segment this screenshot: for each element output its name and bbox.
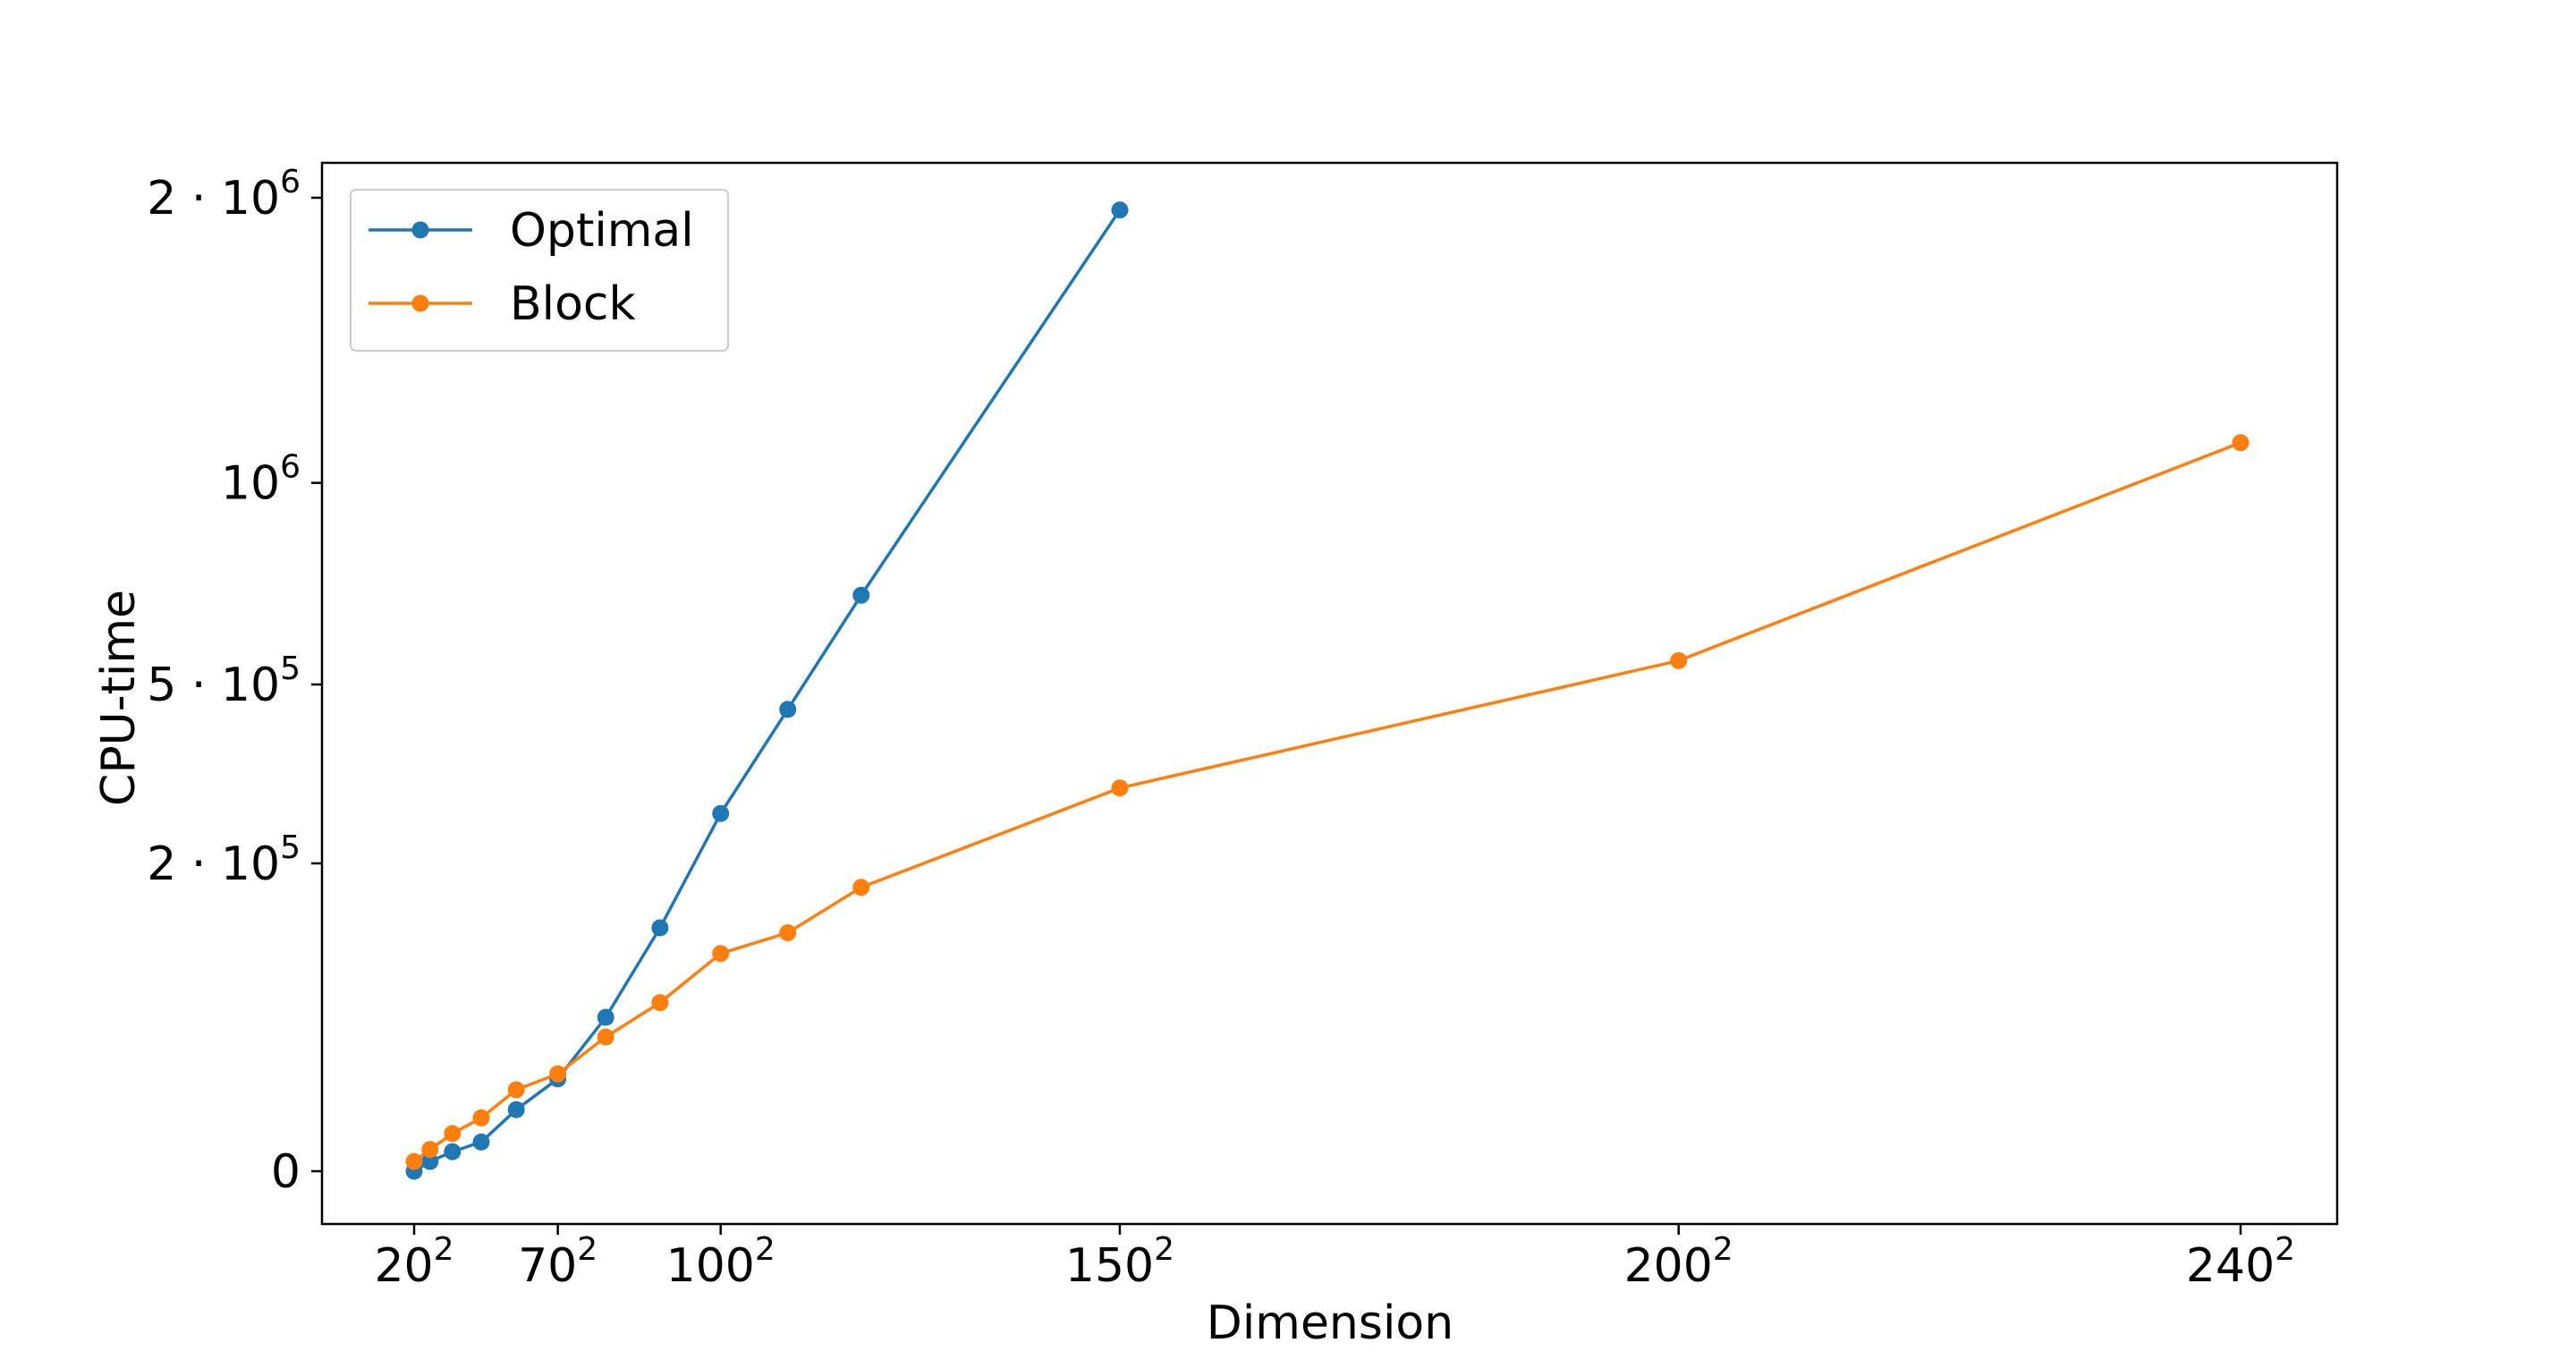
data-point xyxy=(405,1152,423,1170)
data-point xyxy=(2232,434,2250,452)
data-point xyxy=(549,1065,567,1083)
data-point xyxy=(651,919,669,937)
y-tick-label: 5 · 105 xyxy=(147,650,301,712)
y-tick-label-exponent: 5 xyxy=(280,650,301,687)
x-tick-label: 1002 xyxy=(666,1231,775,1293)
x-tick-label-base: 200 xyxy=(1624,1239,1713,1293)
y-tick-label-exponent: 6 xyxy=(280,164,301,200)
data-point xyxy=(779,924,797,941)
y-tick-label: 106 xyxy=(221,449,301,511)
x-tick-label-exponent: 2 xyxy=(1154,1231,1174,1268)
data-point xyxy=(1111,201,1129,219)
y-tick-label-base: 10 xyxy=(221,457,280,511)
x-tick-label: 702 xyxy=(518,1231,597,1293)
data-point xyxy=(712,804,730,822)
data-point xyxy=(444,1125,462,1143)
legend-marker-optimal xyxy=(411,221,429,239)
legend-label-block: Block xyxy=(510,277,636,331)
x-tick-label-exponent: 2 xyxy=(1713,1231,1733,1268)
x-tick-label-exponent: 2 xyxy=(434,1231,454,1268)
data-point xyxy=(712,945,730,963)
x-tick-label-base: 70 xyxy=(518,1239,577,1293)
x-tick-label: 1502 xyxy=(1065,1231,1174,1293)
x-tick-label-base: 150 xyxy=(1065,1239,1154,1293)
data-point xyxy=(421,1141,439,1159)
data-point xyxy=(651,994,669,1012)
data-point xyxy=(421,1152,439,1170)
y-tick-label-base: 2 · 10 xyxy=(147,172,280,225)
y-tick-label: 2 · 105 xyxy=(147,829,301,891)
x-tick-label-base: 240 xyxy=(2186,1239,2275,1293)
data-point xyxy=(472,1133,490,1151)
data-point xyxy=(779,701,797,718)
x-tick-label: 2402 xyxy=(2186,1231,2295,1293)
data-point xyxy=(1111,779,1129,797)
data-point xyxy=(472,1109,490,1126)
x-axis-ticks: 202 702 1002 1502 2002 2402 xyxy=(374,1224,2295,1293)
data-point xyxy=(852,586,870,604)
data-point xyxy=(507,1081,525,1099)
data-point xyxy=(507,1101,525,1118)
series-block xyxy=(405,434,2250,1170)
series-layer xyxy=(405,201,2250,1180)
x-tick-label: 2002 xyxy=(1624,1231,1733,1293)
data-point xyxy=(597,1028,614,1046)
y-tick-label-base: 2 · 10 xyxy=(147,837,280,891)
x-axis-title: Dimension xyxy=(1207,1296,1453,1350)
legend: Optimal Block xyxy=(350,189,729,352)
x-tick-label-exponent: 2 xyxy=(577,1231,597,1268)
data-point xyxy=(1670,651,1688,669)
data-point xyxy=(444,1143,462,1160)
x-tick-label: 202 xyxy=(374,1231,453,1293)
y-tick-label-base: 0 xyxy=(271,1145,301,1199)
x-tick-label-base: 20 xyxy=(374,1239,433,1293)
data-point xyxy=(597,1008,614,1026)
x-tick-label-base: 100 xyxy=(666,1239,755,1293)
y-tick-label-exponent: 5 xyxy=(280,829,301,866)
x-tick-label-exponent: 2 xyxy=(2275,1231,2295,1268)
data-point xyxy=(852,879,870,897)
legend-label-optimal: Optimal xyxy=(510,204,694,258)
y-tick-label: 0 xyxy=(271,1145,301,1199)
plot-area-frame xyxy=(320,161,2339,1226)
x-tick-label-exponent: 2 xyxy=(755,1231,775,1268)
legend-marker-block xyxy=(411,294,429,312)
y-axis-title: CPU-time xyxy=(92,590,146,806)
y-tick-label-exponent: 6 xyxy=(280,449,301,486)
y-tick-label-base: 5 · 10 xyxy=(147,659,280,712)
y-tick-label: 2 · 106 xyxy=(147,164,301,225)
